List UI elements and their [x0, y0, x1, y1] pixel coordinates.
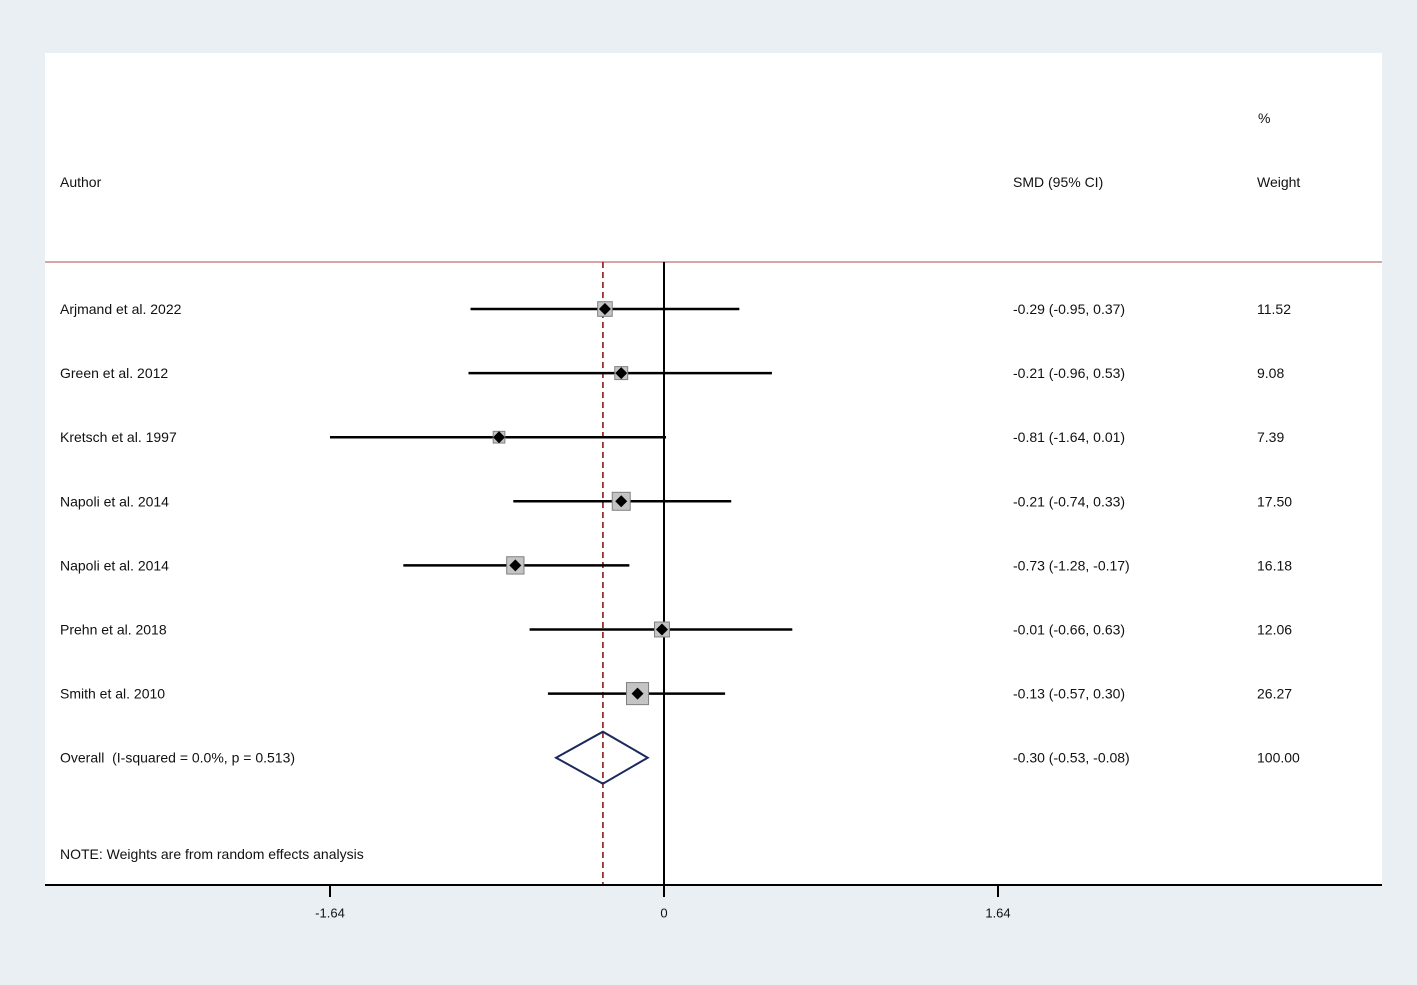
study-ci-label: -0.21 (-0.96, 0.53)	[1013, 365, 1125, 381]
study-rows: Arjmand et al. 2022 -0.29 (-0.95, 0.37) 11…	[60, 301, 1292, 706]
study-row: Smith et al. 2010 -0.13 (-0.57, 0.30) 26.2…	[60, 682, 1292, 706]
overall-row: Overall (I-squared = 0.0%, p = 0.513) -0.…	[60, 730, 1300, 785]
study-weight: 7.39	[1257, 429, 1284, 445]
plot-panel	[45, 53, 1382, 885]
weight-percent-header: %	[1258, 110, 1270, 126]
study-author: Arjmand et al. 2022	[60, 301, 182, 317]
study-ci-label: -0.81 (-1.64, 0.01)	[1013, 429, 1125, 445]
study-row: Napoli et al. 2014 -0.21 (-0.74, 0.33) 17.…	[60, 491, 1292, 511]
point-estimate-marker	[615, 367, 628, 380]
author-column-header: Author	[60, 174, 102, 190]
study-row: Arjmand et al. 2022 -0.29 (-0.95, 0.37) 11…	[60, 301, 1291, 317]
study-weight: 17.50	[1257, 493, 1292, 509]
study-ci-label: -0.29 (-0.95, 0.37)	[1013, 301, 1125, 317]
x-axis-ticks: -1.64 0 1.64	[315, 885, 1011, 921]
study-weight: 16.18	[1257, 557, 1292, 573]
study-row: Prehn et al. 2018 -0.01 (-0.66, 0.63) 12.0…	[60, 622, 1292, 638]
point-estimate-marker	[509, 559, 522, 572]
point-estimate-marker	[598, 303, 611, 315]
overall-weight: 100.00	[1257, 750, 1300, 766]
weights-note: NOTE: Weights are from random effects an…	[60, 846, 364, 862]
weight-column-header: Weight	[1257, 174, 1300, 190]
study-author: Prehn et al. 2018	[60, 622, 167, 638]
overall-ci-label: -0.30 (-0.53, -0.08)	[1013, 750, 1130, 766]
point-estimate-marker	[655, 623, 668, 636]
study-author: Napoli et al. 2014	[60, 557, 169, 573]
study-author: Kretsch et al. 1997	[60, 429, 177, 445]
study-ci-label: -0.13 (-0.57, 0.30)	[1013, 686, 1125, 702]
study-author: Napoli et al. 2014	[60, 493, 169, 509]
ci-column-header: SMD (95% CI)	[1013, 174, 1103, 190]
study-row: Green et al. 2012 -0.21 (-0.96, 0.53) 9.08	[60, 365, 1284, 381]
x-tick-label: 1.64	[985, 906, 1010, 921]
study-weight: 12.06	[1257, 622, 1292, 638]
study-author: Green et al. 2012	[60, 365, 168, 381]
point-estimate-marker	[631, 687, 644, 700]
x-tick-label: 0	[660, 906, 667, 921]
x-tick-label: -1.64	[315, 906, 345, 921]
study-row: Kretsch et al. 1997 -0.81 (-1.64, 0.01) 7.…	[60, 429, 1284, 445]
study-ci-label: -0.73 (-1.28, -0.17)	[1013, 557, 1130, 573]
overall-label: Overall (I-squared = 0.0%, p = 0.513)	[60, 750, 295, 766]
point-estimate-marker	[493, 431, 506, 444]
study-author: Smith et al. 2010	[60, 686, 165, 702]
study-ci-label: -0.21 (-0.74, 0.33)	[1013, 493, 1125, 509]
study-row: Napoli et al. 2014 -0.73 (-1.28, -0.17) 16…	[60, 556, 1292, 575]
overall-diamond	[554, 730, 650, 785]
study-weight: 11.52	[1257, 301, 1291, 317]
point-estimate-marker	[615, 495, 628, 508]
study-ci-label: -0.01 (-0.66, 0.63)	[1013, 622, 1125, 638]
study-weight: 9.08	[1257, 365, 1284, 381]
study-weight: 26.27	[1257, 686, 1292, 702]
